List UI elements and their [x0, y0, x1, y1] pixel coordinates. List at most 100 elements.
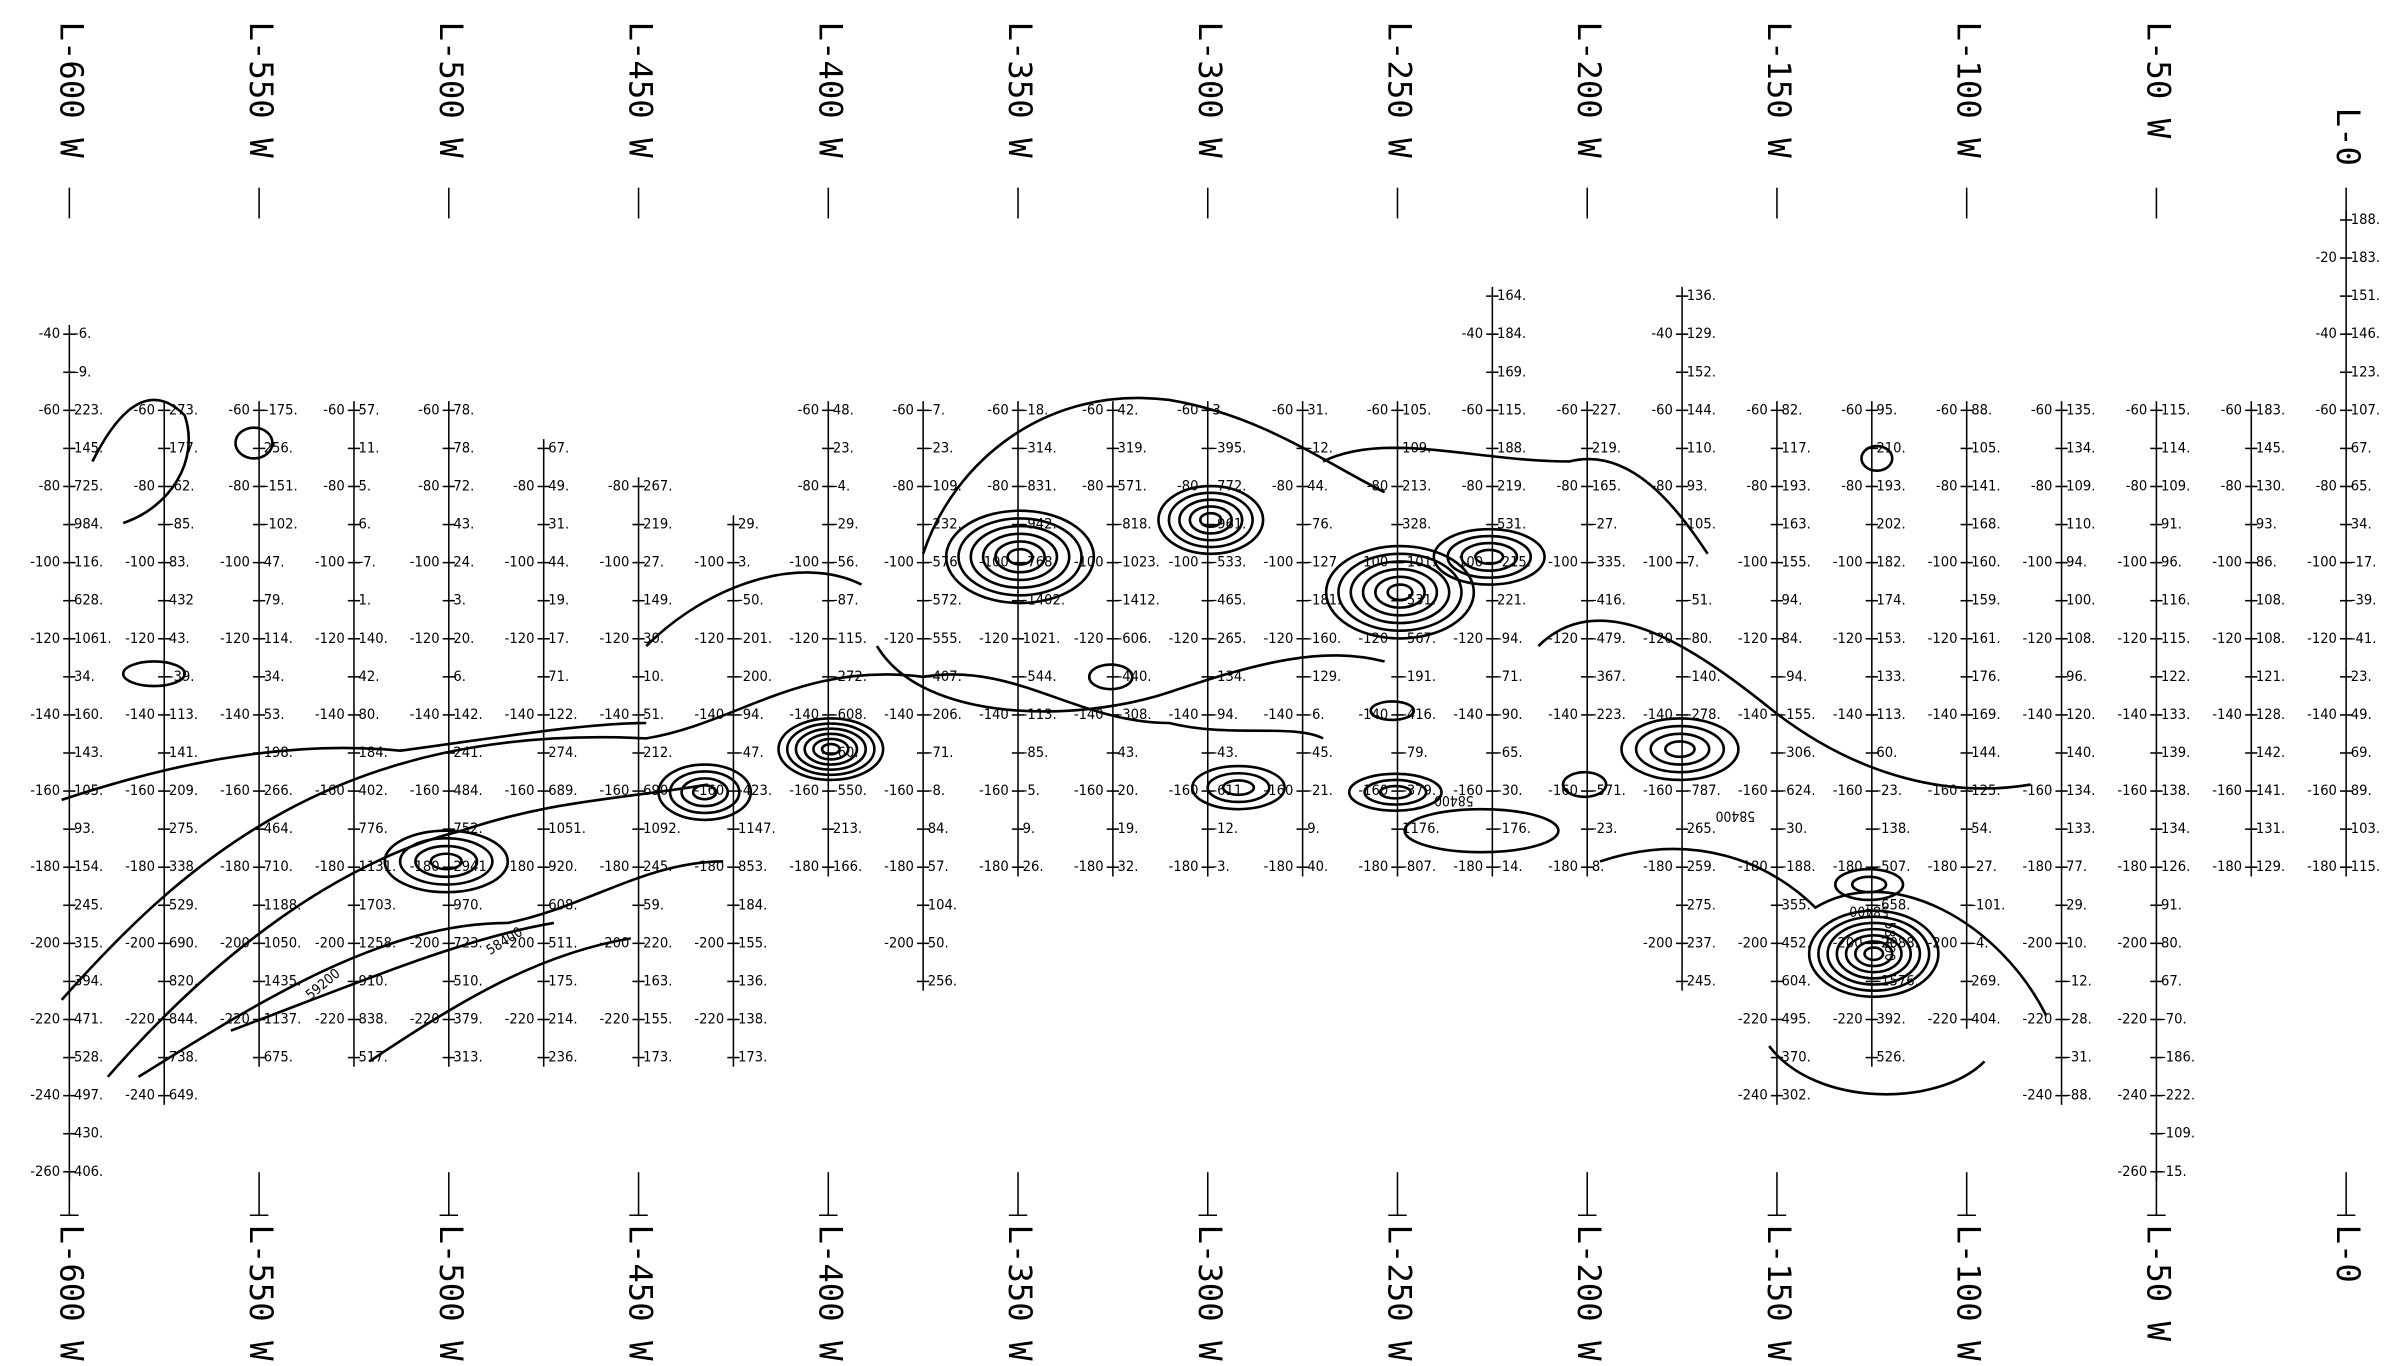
reading: 43. [169, 630, 190, 647]
reading: -215. [1497, 554, 1531, 571]
reading: -533. [1212, 554, 1246, 571]
station-label: -140 [30, 706, 60, 723]
reading: -41. [2351, 630, 2377, 647]
reading: 313. [453, 1049, 482, 1066]
reading: 93. [74, 820, 95, 837]
station-label: -100 [599, 554, 629, 571]
reading: 752. [453, 820, 482, 837]
reading: 160. [1971, 554, 2000, 571]
station-label: -140 [2022, 706, 2052, 723]
reading: 223. [74, 401, 103, 418]
line-label-top: L-200 W [1570, 22, 1608, 159]
station-label: -120 [410, 630, 440, 647]
station-label: -120 [599, 630, 629, 647]
reading: 274. [548, 744, 577, 761]
reading: 1061. [74, 630, 112, 647]
reading: 8. [1592, 858, 1605, 875]
reading: 109. [1402, 439, 1431, 456]
reading: 177. [169, 439, 198, 456]
station-label: -240 [125, 1087, 155, 1104]
station-label: -120 [220, 630, 250, 647]
reading: 94. [1782, 592, 1803, 609]
reading: -102. [264, 516, 298, 533]
reading: -85. [169, 516, 195, 533]
station-label: -60 [1272, 401, 1293, 418]
reading: 139. [2161, 744, 2190, 761]
reading: 649. [169, 1087, 198, 1104]
reading: 141. [2256, 782, 2285, 799]
reading: 165. [1592, 477, 1621, 494]
reading: 49. [2351, 706, 2372, 723]
reading: 910. [359, 972, 388, 989]
station-label: -160 [2212, 782, 2242, 799]
reading: 54. [1971, 820, 1992, 837]
survey-map: 584005920058400584005840058400-6.-9.223.… [0, 0, 2400, 1366]
reading: -80. [1687, 630, 1713, 647]
station-label: -80 [798, 477, 819, 494]
reading: -113. [1023, 706, 1057, 723]
station-label: -40 [2315, 325, 2336, 342]
station-label: -160 [1738, 782, 1768, 799]
reading: 5. [359, 477, 372, 494]
reading: 328. [1402, 516, 1431, 533]
reading: 86. [2256, 554, 2277, 571]
reading: -109. [928, 477, 962, 494]
reading: -9. [74, 363, 91, 380]
reading: 57. [359, 401, 380, 418]
station-label: -220 [1833, 1011, 1863, 1028]
line-label-bottom: L-200 W [1570, 1224, 1608, 1361]
contour [369, 938, 631, 1061]
reading: 44. [1307, 477, 1328, 494]
reading: 141. [169, 744, 198, 761]
reading: 72. [453, 477, 474, 494]
station-label: -100 [1358, 554, 1388, 571]
reading: -140. [1687, 668, 1721, 685]
line-label-top: L-500 W [432, 22, 470, 159]
reading: 853. [738, 858, 767, 875]
station-label: -160 [2022, 782, 2052, 799]
reading: -479. [1592, 630, 1626, 647]
reading: -7. [359, 554, 376, 571]
line-label-top: L-550 W [242, 22, 280, 159]
reading: 7. [1687, 554, 1700, 571]
reading: 115. [2161, 401, 2190, 418]
reading: 1435. [264, 972, 302, 989]
station-label: -180 [2307, 858, 2337, 875]
station-label: -180 [599, 858, 629, 875]
reading: 126. [2161, 858, 2190, 875]
reading: 245. [74, 896, 103, 913]
reading: -7. [928, 401, 945, 418]
reading: -27. [1971, 858, 1997, 875]
reading: 110. [1687, 439, 1716, 456]
station-label: -120 [1643, 630, 1673, 647]
station-label: -100 [1643, 554, 1673, 571]
reading: 140. [2066, 744, 2095, 761]
reading: -115. [833, 630, 867, 647]
station-label: -140 [2307, 706, 2337, 723]
station-label: -180 [1738, 858, 1768, 875]
reading: 80. [2161, 934, 2182, 951]
station-label: -220 [2022, 1011, 2052, 1028]
reading: 528. [74, 1049, 103, 1066]
line-label-bottom: L-400 W [811, 1224, 849, 1361]
reading: 116. [2161, 592, 2190, 609]
reading: 135. [2066, 401, 2095, 418]
reading: 174. [1876, 592, 1905, 609]
station-label: -100 [1738, 554, 1768, 571]
reading: -94. [1782, 668, 1808, 685]
reading: -8. [928, 782, 945, 799]
station-label: -120 [1074, 630, 1104, 647]
page: { "line_labels_top": ["L-600 W","L-550 W… [0, 0, 2400, 1366]
station-label: -80 [1746, 477, 1767, 494]
station-label: -120 [2212, 630, 2242, 647]
station-label: -160 [1074, 782, 1104, 799]
reading: -51. [1687, 592, 1713, 609]
station-label: -220 [694, 1011, 724, 1028]
reading: -507. [1876, 858, 1910, 875]
station-label: -140 [315, 706, 345, 723]
reading: 142. [453, 706, 482, 723]
reading: 628. [74, 592, 103, 609]
station-label: -120 [1453, 630, 1483, 647]
reading: -129. [1307, 668, 1341, 685]
reading: 138. [2161, 782, 2190, 799]
